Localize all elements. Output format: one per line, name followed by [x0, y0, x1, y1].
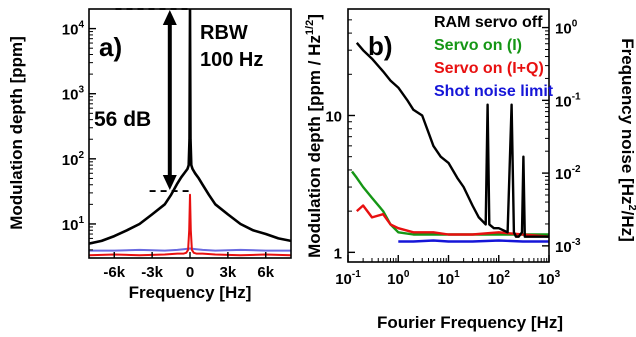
panel-b-x-tick-label: 103 — [538, 269, 561, 288]
panel-a-x-axis-label: Frequency [Hz] — [129, 283, 252, 302]
panel-a-y-tick-label-base: 10 — [62, 217, 79, 234]
panel-b-y-axis-label-close: ] — [305, 14, 324, 20]
panel-b-y2-tick-label-base: 10 — [555, 166, 572, 183]
panel-a-label: a) — [99, 32, 122, 62]
arrow-head-up — [162, 10, 177, 25]
panel-b-x-tick-label-exp: 1 — [454, 269, 460, 280]
panel-b-series-0 — [355, 42, 549, 238]
panel-a-x-tick-label: 0 — [186, 264, 194, 281]
panel-b-x-axis-label: Fourier Frequency [Hz] — [377, 313, 563, 332]
panel-a-y-tick-label-exp: 4 — [78, 20, 84, 31]
panel-b-x-tick-label-base: 10 — [488, 271, 505, 288]
panel-a-y-tick-label-exp: 3 — [78, 85, 84, 96]
panel-b-y-tick-label: 10 — [325, 108, 342, 125]
panel-b-x-tick-label-base: 10 — [437, 271, 454, 288]
legend-item: Shot noise limit — [434, 83, 554, 100]
legend-item: Servo on (I+Q) — [434, 60, 544, 77]
panel-b-y2-tick-label: 100 — [555, 19, 578, 38]
panel-b-y2-tick-label-exp: 0 — [572, 19, 578, 30]
panel-b-y2-tick-label-base: 10 — [555, 93, 572, 110]
panel-a-y-tick-label: 104 — [62, 20, 85, 39]
arrow-head-down — [162, 175, 177, 191]
panel-b-y2-tick-label-base: 10 — [555, 21, 572, 38]
panel-b-y-axis-label: Modulation depth [ppm / Hz1/2] — [304, 14, 324, 258]
panel-b-y2-tick-label: 10-3 — [555, 237, 581, 256]
panel-a-series-0 — [89, 9, 291, 245]
panel-b-x-tick-label: 10-1 — [335, 269, 361, 288]
panel-b-x-tick-label-base: 10 — [538, 271, 555, 288]
panel-a-x-tick-label: -6k — [103, 264, 125, 281]
panel-a-y-tick-label-exp: 1 — [78, 215, 84, 226]
panel-b-y2-axis-label: Frequency noise [Hz2/Hz] — [618, 38, 636, 242]
panel-b-x-tick-label-exp: -1 — [352, 269, 361, 280]
rbw-value: 100 Hz — [200, 49, 263, 71]
panel-b-y-axis-label-sup: 1/2 — [304, 20, 316, 35]
panel-a-x-tick-label: 6k — [257, 264, 274, 281]
panel-b-label: b) — [368, 31, 393, 61]
panel-b-y2-tick-label-exp: -2 — [572, 164, 581, 175]
panel-a-plot-area — [89, 9, 291, 257]
panel-a-y-tick-label: 102 — [62, 150, 85, 169]
panel-b-y2-axis-label-close: /Hz] — [618, 211, 636, 242]
rbw-label: RBW — [200, 22, 248, 44]
panel-a-y-tick-label: 103 — [62, 85, 85, 104]
panel-a-series-1 — [89, 193, 291, 257]
panel-b-y2-axis-label-main: Frequency noise [Hz — [618, 38, 636, 204]
panel-a-y-tick-label-base: 10 — [62, 152, 79, 169]
panel-b-x-tick-label-exp: 2 — [504, 269, 510, 280]
legend-item: RAM servo off — [434, 14, 543, 31]
panel-b-y2-tick-label-exp: -1 — [572, 91, 581, 102]
panel-a-y-tick-label: 101 — [62, 215, 85, 234]
panel-b-y2-tick-label-exp: -3 — [572, 237, 581, 248]
panel-a-y-axis-label: Modulation depth [ppm] — [7, 36, 26, 230]
panel-b-series-1 — [351, 170, 549, 236]
panel-b-x-tick-label: 101 — [437, 269, 460, 288]
panel-a-y-tick-label-base: 10 — [62, 87, 79, 104]
panel-b-x-tick-label-exp: 0 — [404, 269, 410, 280]
panel-a-x-tick-label: 3k — [220, 264, 237, 281]
panel-b-plot-area — [351, 42, 549, 243]
panel-b-x-tick-label-base: 10 — [387, 271, 404, 288]
panel-b-series-3 — [398, 239, 549, 243]
panel-b-x-tick-label: 100 — [387, 269, 410, 288]
panel-b-y2-axis-label-sup: 2 — [626, 204, 636, 210]
panel-b-legend: RAM servo off Servo on (I) Servo on (I+Q) S… — [434, 14, 554, 100]
dynamic-range-label: 56 dB — [94, 108, 151, 131]
panel-b-y2-tick-label: 10-2 — [555, 164, 581, 183]
panel-a-annotations — [115, 8, 189, 192]
panel-b-y-tick-label: 1 — [334, 245, 342, 262]
panel-a-series-2 — [89, 247, 291, 252]
panel-b-series-2 — [356, 204, 549, 238]
legend-item: Servo on (I) — [434, 37, 522, 54]
panel-a-y-tick-label-base: 10 — [62, 22, 79, 39]
panel-a-y-tick-label-exp: 2 — [78, 150, 84, 161]
panel-b-x-tick-label-base: 10 — [335, 271, 352, 288]
panel-b-x-tick-label: 102 — [488, 269, 511, 288]
panel-a-x-tick-label: -3k — [141, 264, 163, 281]
panel-b-y-axis-label-main: Modulation depth [ppm / Hz — [305, 35, 324, 258]
panel-b-x-tick-label-exp: 3 — [555, 269, 561, 280]
panel-b-y2-tick-label: 10-1 — [555, 91, 581, 110]
panel-b-y2-tick-label-base: 10 — [555, 239, 572, 256]
